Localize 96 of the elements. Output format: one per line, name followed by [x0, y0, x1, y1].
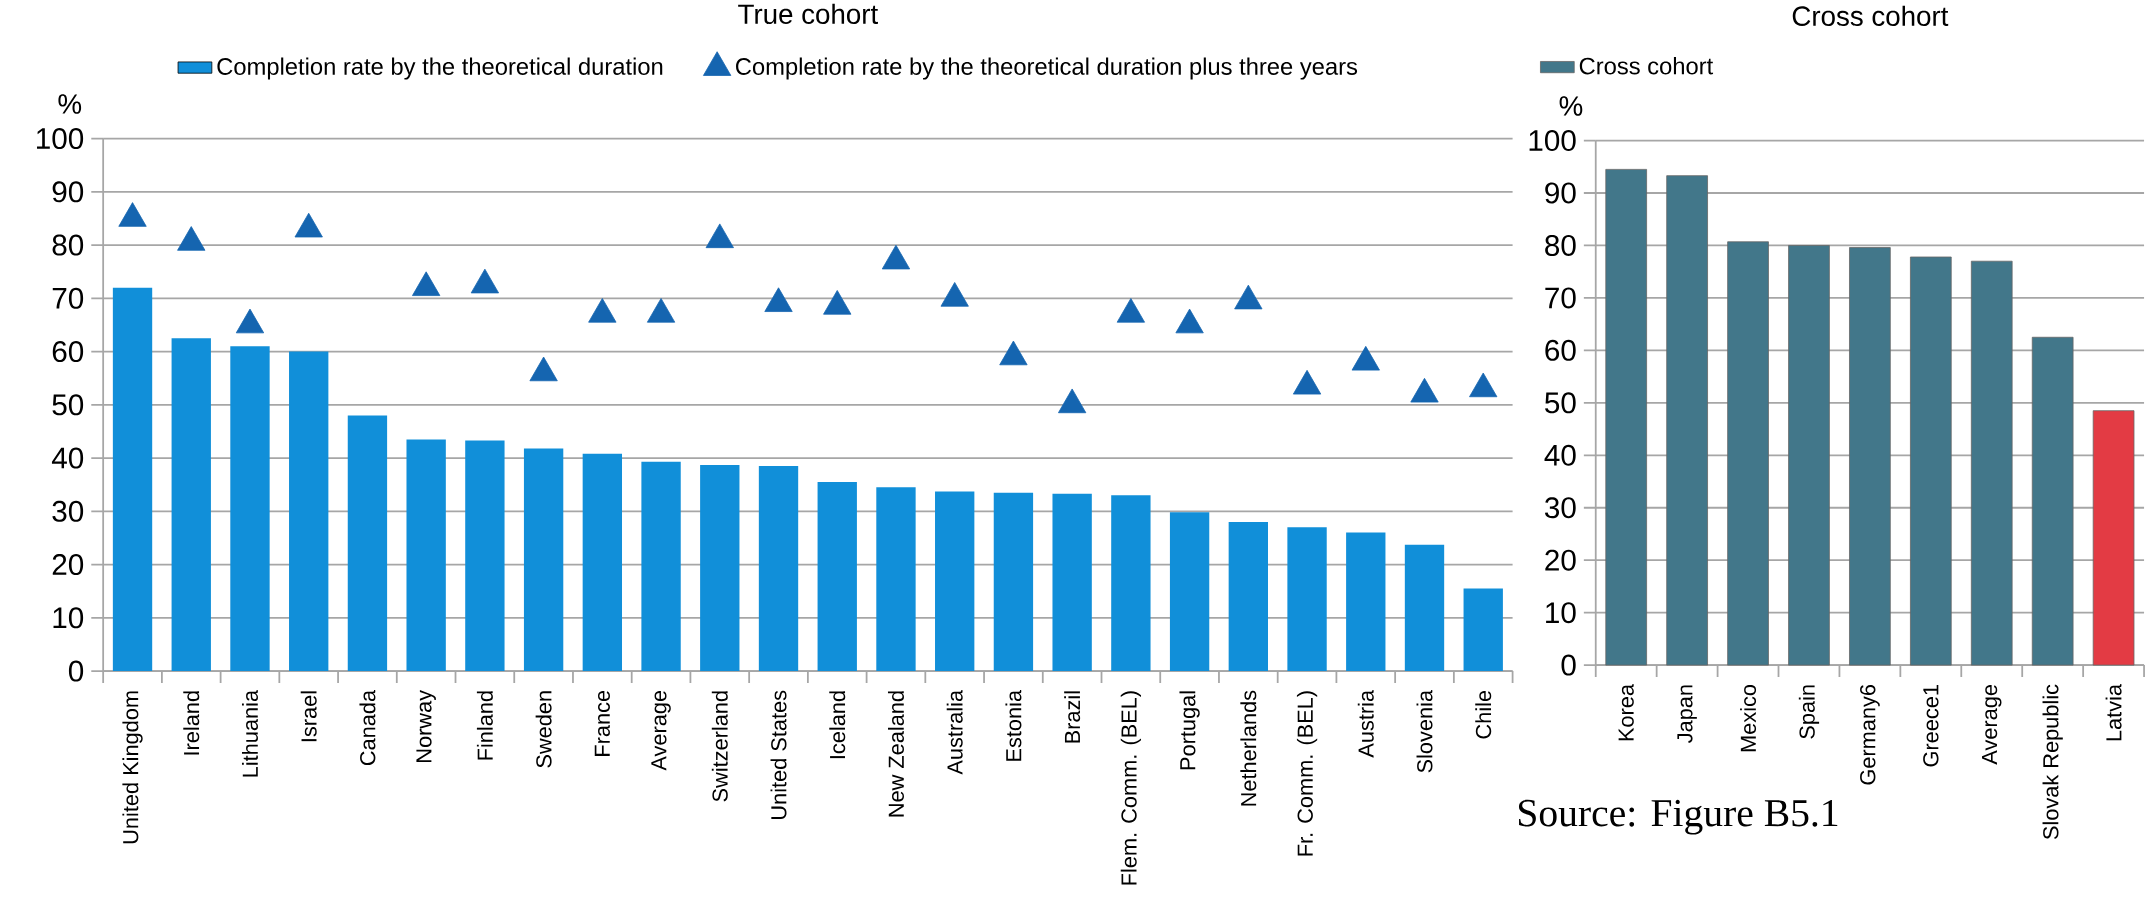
legend-label: Completion rate by the theoretical duration	[217, 57, 663, 80]
y-tick-label: 50	[52, 394, 84, 416]
bar	[171, 338, 211, 671]
bar	[582, 453, 623, 671]
x-tick-label: Fr. Comm. (BEL)	[1296, 691, 1318, 856]
x-tick-label: Portugal	[1179, 691, 1200, 769]
bar	[2092, 410, 2135, 666]
bar	[347, 415, 388, 671]
x-tick-label: Brazil	[1064, 691, 1081, 743]
bar	[1970, 260, 2013, 666]
bar	[700, 464, 740, 671]
bar	[1605, 168, 1648, 666]
bar	[641, 461, 681, 671]
y-tick-label: 60	[1545, 339, 1576, 361]
y-tick-label: 80	[52, 234, 84, 256]
bar	[1463, 588, 1503, 671]
x-tick-label: Israel	[300, 691, 317, 741]
bar	[1910, 256, 1952, 666]
x-tick-label: Greece1	[1923, 684, 1939, 767]
bar	[523, 448, 564, 671]
y-tick-label: 100	[1529, 129, 1576, 151]
bar	[817, 481, 857, 671]
y-tick-label: 0	[1561, 654, 1576, 676]
y-tick-label: 20	[1545, 549, 1576, 571]
y-axis-title: %	[1559, 96, 1583, 116]
x-tick-label: Mexico	[1740, 684, 1757, 751]
y-tick-label: 90	[1545, 182, 1576, 204]
bar	[758, 465, 799, 671]
y-tick-label: 90	[52, 181, 84, 203]
y-tick-label: 30	[52, 500, 84, 522]
y-axis-title: %	[58, 94, 82, 114]
bar	[1228, 521, 1268, 671]
x-tick-label: Estonia	[1005, 689, 1022, 761]
bar	[993, 492, 1034, 671]
bar	[1404, 544, 1445, 671]
bar	[1111, 495, 1151, 671]
bar	[230, 346, 270, 671]
y-tick-label: 60	[52, 340, 84, 362]
x-tick-label: Netherlands	[1240, 690, 1257, 806]
y-tick-label: 40	[51, 447, 84, 469]
x-tick-label: Germany6	[1860, 684, 1880, 785]
bar	[112, 287, 153, 671]
x-tick-label: Norway	[416, 689, 436, 762]
bar	[876, 487, 916, 671]
chart-title: True cohort	[738, 3, 878, 24]
x-tick-label: New Zealand	[887, 691, 904, 817]
x-tick-label: Japan	[1677, 685, 1697, 743]
source-note: Source: Figure B5.1	[1518, 799, 1838, 835]
x-tick-label: Flem. Comm. (BEL)	[1120, 691, 1142, 885]
bar	[1788, 244, 1830, 666]
legend-label: Cross cohort	[1579, 56, 1714, 75]
x-tick-label: Canada	[359, 689, 376, 765]
x-tick-label: Chile	[1475, 690, 1492, 739]
x-tick-label: Korea	[1618, 683, 1634, 741]
bar	[1849, 246, 1891, 666]
x-tick-label: Slovenia	[1416, 689, 1433, 773]
chart-title: Cross cohort	[1792, 5, 1949, 26]
x-tick-label: United States	[770, 690, 787, 819]
bar	[1169, 512, 1210, 671]
x-tick-label: Sweden	[535, 691, 552, 768]
x-tick-label: Average	[1982, 684, 2002, 765]
x-tick-label: Latvia	[2105, 683, 2122, 741]
x-tick-label: Australia	[946, 689, 963, 775]
bar	[289, 351, 329, 671]
y-tick-label: 30	[1544, 496, 1576, 519]
bar	[1727, 241, 1769, 666]
x-tick-label: Spain	[1798, 685, 1820, 739]
y-tick-label: 20	[52, 553, 84, 575]
legend-label: Completion rate by the theoretical duration plus three years	[736, 57, 1358, 80]
x-tick-label: Austria	[1357, 689, 1374, 758]
bar	[935, 491, 975, 671]
y-tick-label: 80	[1545, 234, 1576, 256]
y-tick-label: 10	[53, 607, 84, 629]
y-tick-label: 70	[1545, 287, 1576, 309]
bar	[406, 439, 446, 671]
x-tick-label: Lithuania	[241, 689, 258, 777]
bar	[1287, 527, 1327, 671]
y-tick-label: 0	[68, 660, 84, 682]
y-tick-label: 100	[37, 127, 84, 149]
y-tick-label: 50	[1545, 392, 1576, 414]
x-tick-label: United Kingdom	[122, 691, 143, 843]
x-tick-label: Slovak Republic	[2042, 684, 2063, 839]
x-tick-label: Switzerland	[711, 691, 728, 802]
bar	[465, 440, 505, 671]
bar	[2031, 336, 2074, 666]
x-tick-label: Average	[651, 690, 671, 771]
x-tick-label: Finland	[476, 691, 493, 760]
y-tick-label: 70	[52, 287, 84, 309]
bar	[1346, 532, 1386, 671]
y-tick-label: 40	[1544, 444, 1576, 466]
x-tick-label: Ireland	[183, 691, 200, 755]
x-tick-label: Iceland	[829, 691, 846, 758]
x-tick-label: France	[594, 690, 610, 756]
y-tick-label: 10	[1546, 601, 1576, 623]
bar	[1052, 493, 1092, 671]
bar	[1666, 175, 1708, 666]
